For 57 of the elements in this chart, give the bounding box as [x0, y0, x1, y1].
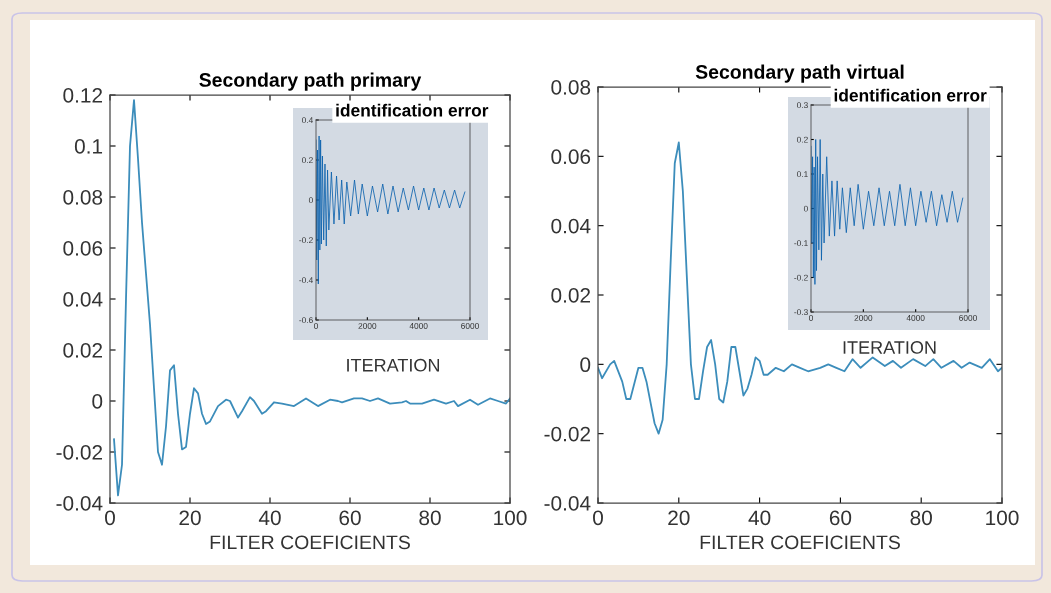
y-tick-label: 0.2 [796, 136, 808, 143]
y-tick-label: 0 [803, 205, 808, 212]
y-tick-label: 0 [92, 394, 103, 409]
y-tick-label: 0.4 [301, 117, 313, 124]
chart-title: identification error [834, 88, 987, 102]
y-tick-label: 0.08 [551, 80, 591, 95]
y-tick-label: -0.04 [56, 496, 103, 511]
y-tick-label: 0.04 [63, 292, 103, 307]
y-tick-label: 0 [580, 357, 591, 373]
x-tick-label: 20 [179, 510, 201, 526]
chart-title: Secondary path virtual [695, 64, 904, 83]
x-tick-label: 20 [668, 510, 690, 526]
y-tick-label: -0.02 [544, 426, 591, 442]
x-tick-label: 80 [419, 510, 441, 526]
x-tick-label: 60 [829, 510, 852, 526]
y-tick-label: 0.04 [551, 218, 591, 234]
x-tick-label: 40 [748, 510, 771, 526]
x-tick-label: 2000 [854, 315, 873, 321]
y-tick-label: 0.02 [63, 343, 103, 358]
x-tick-label: 80 [910, 510, 932, 526]
y-tick-label: 0.2 [301, 157, 313, 164]
y-tick-label: 0.1 [796, 171, 808, 178]
x-tick-label: 0 [314, 323, 318, 329]
y-tick-label: 0.3 [796, 102, 808, 109]
y-tick-label: -0.04 [544, 496, 591, 511]
x-tick-label: 60 [339, 510, 361, 526]
y-tick-label: -0.6 [299, 317, 313, 324]
y-tick-label: 0.06 [551, 149, 591, 165]
y-tick-label: 0.02 [551, 288, 591, 303]
chart-title: Secondary path primary [199, 72, 422, 91]
y-tick-label: -0.3 [794, 309, 808, 316]
x-axis-title: ITERATION [843, 341, 936, 354]
x-axis-title: ITERATION [347, 358, 440, 372]
x-tick-label: 4000 [409, 323, 428, 329]
x-tick-label: 6000 [959, 315, 977, 321]
y-tick-label: -0.2 [794, 274, 808, 281]
x-tick-label: 100 [986, 510, 1019, 526]
y-tick-label: -0.02 [56, 445, 103, 460]
y-tick-label: 0.08 [63, 190, 103, 205]
y-tick-label: -0.1 [794, 240, 808, 247]
y-tick-label: -0.4 [299, 277, 313, 284]
x-tick-label: 100 [494, 510, 527, 526]
x-tick-label: 0 [593, 510, 603, 526]
x-tick-label: 2000 [358, 323, 377, 329]
x-axis-title: FILTER COEFICIENTS [210, 535, 410, 550]
x-axis-title: FILTER COEFICIENTS [700, 535, 900, 550]
y-tick-label: -0.2 [299, 237, 313, 244]
x-tick-label: 6000 [461, 323, 479, 329]
x-tick-label: 0 [105, 510, 115, 526]
y-tick-label: 0.06 [63, 241, 103, 256]
x-tick-label: 4000 [906, 315, 925, 321]
chart-title: identification error [336, 103, 489, 117]
y-tick-label: 0 [308, 197, 313, 204]
x-tick-label: 40 [258, 510, 281, 526]
y-tick-label: 0.1 [74, 139, 103, 154]
x-tick-label: 0 [809, 315, 813, 321]
y-tick-label: 0.12 [63, 88, 103, 103]
